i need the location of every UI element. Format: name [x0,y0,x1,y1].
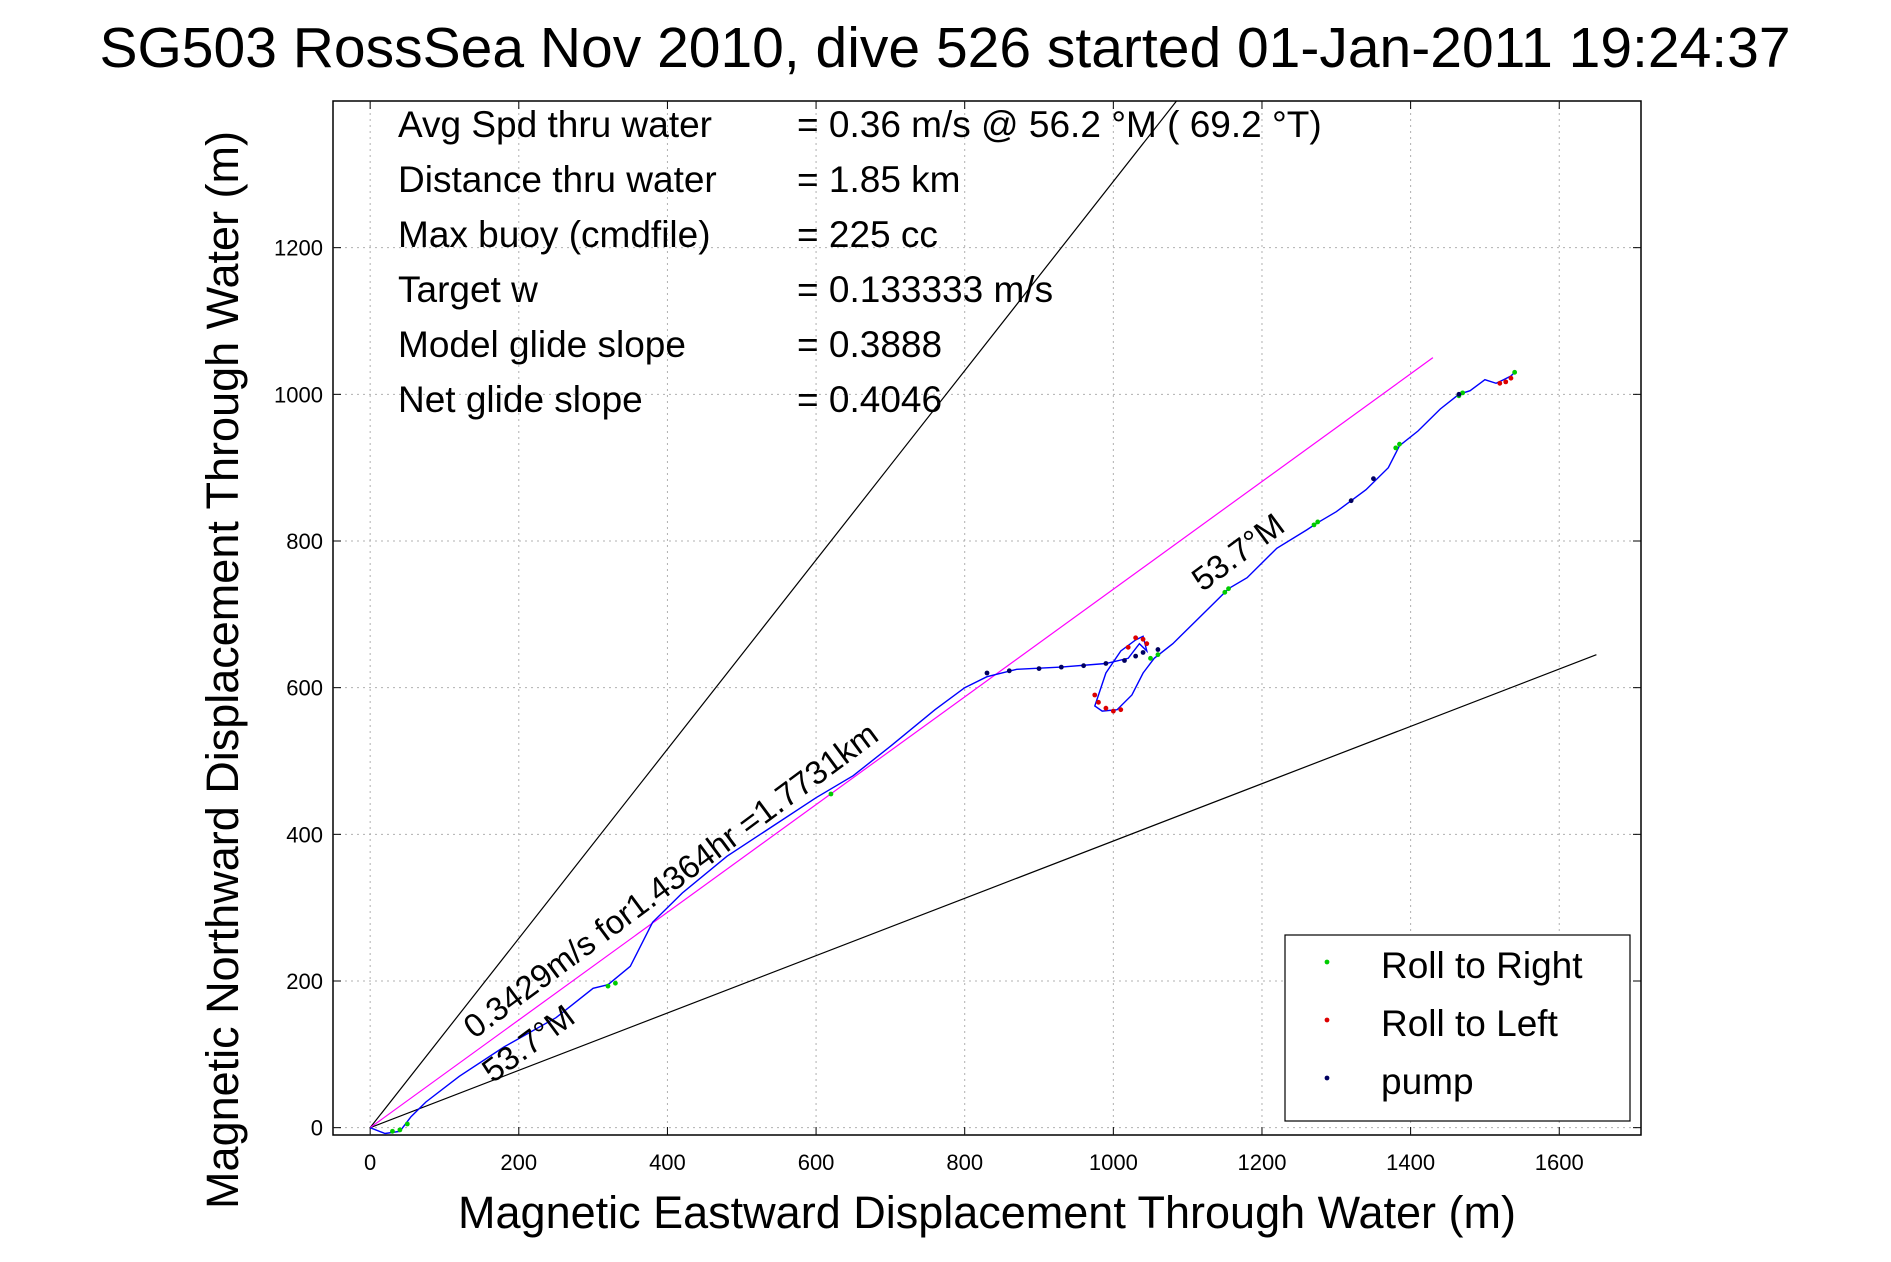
info-value: = 0.3888 [797,324,942,365]
point-roll-to-left [1096,699,1101,705]
series-line-track [369,371,1516,1135]
legend-label: pump [1381,1061,1474,1102]
point-pump [1122,658,1127,663]
info-label: Distance thru water [398,159,717,200]
point-roll-to-right [1148,655,1153,661]
point-pump [1456,391,1462,397]
x-tick-label: 1000 [1089,1150,1138,1175]
y-tick-label: 1000 [274,382,323,407]
x-tick-label: 1400 [1386,1150,1435,1175]
point-pump [984,670,990,676]
info-block: Avg Spd thru water = 0.36 m/s @ 56.2 °M (… [398,104,1322,420]
y-tick-label: 600 [286,676,323,701]
point-roll-to-right [1226,586,1231,592]
point-pump [1133,653,1139,659]
legend-label: Roll to Right [1381,945,1583,986]
y-tick-label: 0 [311,1116,323,1141]
legend-box [1284,934,1631,1122]
point-roll-to-left [1110,708,1116,714]
info-value: = 0.36 m/s @ 56.2 °M ( 69.2 °T) [797,104,1322,145]
x-tick-label: 400 [649,1150,686,1175]
point-roll-to-right [1512,369,1518,375]
point-roll-to-left [1140,636,1146,642]
axis-ticks: 0 200 400 600 800 1000 1200 1400 1600 0 200 400 600 8… [274,101,1641,1175]
legend-marker [1324,959,1330,965]
point-roll-to-right [613,980,618,986]
point-roll-to-right [605,983,611,989]
reference-line-net-track [369,357,1434,1129]
y-axis-label: Magnetic Northward Displacement Through … [197,131,248,1209]
point-roll-to-right [828,791,834,797]
point-pump [1036,666,1042,671]
info-value: = 0.4046 [797,379,942,420]
point-roll-to-right [1393,445,1399,451]
point-pump [1058,664,1064,670]
info-label: Target w [398,269,538,310]
point-roll-to-left [1133,635,1139,641]
legend-label: Roll to Left [1381,1003,1559,1044]
legend-marker [1324,1075,1330,1081]
info-value: = 0.133333 m/s [797,269,1053,310]
point-pump [1140,650,1146,655]
point-roll-to-left [1144,641,1150,647]
info-label: Max buoy (cmdfile) [398,214,711,255]
point-pump [1006,668,1012,674]
point-roll-to-right [1460,390,1466,396]
reference-lines [369,100,1597,1129]
x-axis-label: Magnetic Eastward Displacement Through W… [458,1187,1516,1238]
info-value: = 225 cc [797,214,938,255]
point-roll-to-left [1118,707,1124,713]
point-roll-to-right [397,1127,403,1133]
x-tick-label: 1600 [1535,1150,1584,1175]
point-roll-to-left [1508,375,1514,381]
info-label: Avg Spd thru water [398,104,712,145]
point-pump [1371,476,1376,482]
y-tick-label: 1200 [274,236,323,261]
point-roll-to-right [1155,652,1161,658]
grid [333,101,1641,1135]
x-tick-label: 200 [500,1150,537,1175]
y-tick-label: 400 [286,822,323,847]
point-pump [1155,647,1161,652]
point-roll-to-right [1397,441,1402,447]
point-roll-to-right [1311,522,1317,528]
y-tick-label: 800 [286,529,323,554]
legend-marker [1324,1017,1330,1023]
y-tick-label: 200 [286,969,323,994]
point-roll-to-left [1503,379,1509,385]
info-label: Model glide slope [398,324,686,365]
point-roll-to-left [1125,644,1131,650]
point-roll-to-left [1497,380,1503,386]
point-roll-to-right [404,1121,410,1127]
x-tick-label: 1200 [1238,1150,1287,1175]
legend: Roll to Right Roll to Left pump [1284,934,1631,1122]
x-tick-label: 600 [798,1150,835,1175]
data-series [369,369,1518,1135]
x-tick-label: 800 [946,1150,983,1175]
chart-title: SG503 RossSea Nov 2010, dive 526 started… [99,16,1790,80]
point-roll-to-left [1092,692,1098,698]
x-tick-label: 0 [364,1150,376,1175]
point-roll-to-right [1222,589,1228,595]
point-pump [1348,498,1354,504]
point-roll-to-right [390,1128,395,1134]
info-label: Net glide slope [398,379,643,420]
point-roll-to-left [1103,705,1109,711]
reference-line-lower-bound [369,654,1597,1129]
point-pump [1103,661,1109,666]
reference-line-upper-bound [369,100,1177,1129]
point-roll-to-right [1315,519,1321,525]
point-pump [1081,663,1087,669]
info-value: = 1.85 km [797,159,961,200]
